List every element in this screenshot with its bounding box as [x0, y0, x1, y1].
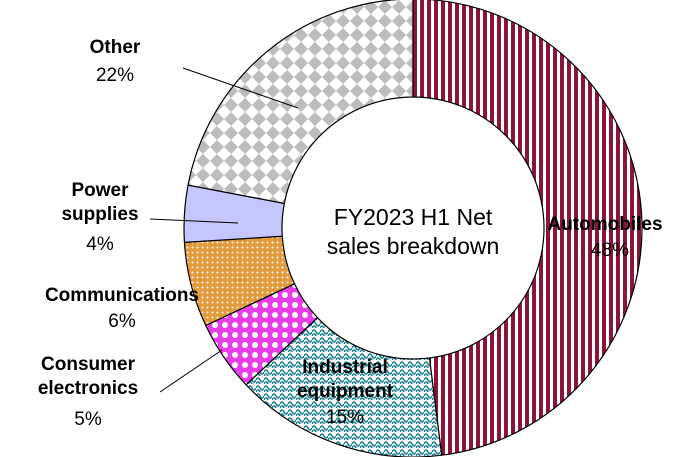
value-label: 22%: [95, 65, 135, 86]
donut-slice: [412, 0, 643, 456]
value-label: 4%: [86, 234, 114, 255]
leader-line: [149, 218, 239, 224]
value-label: 6%: [108, 311, 136, 332]
donut-slice: [187, 0, 414, 205]
value-label: 48%: [590, 240, 630, 261]
category-label: Automobiles: [547, 214, 663, 235]
leader-line: [159, 349, 223, 393]
chart-title: FY2023 H1 Net sales breakdown: [326, 204, 500, 259]
category-label: Consumer electronics: [37, 354, 139, 399]
category-label: Industrial equipment: [296, 357, 394, 402]
value-label: 5%: [74, 409, 102, 430]
category-label: Communications: [44, 285, 200, 306]
category-label: Power supplies: [61, 180, 139, 225]
category-label: Other: [89, 37, 141, 58]
value-label: 15%: [325, 407, 365, 428]
leader-line: [182, 67, 299, 109]
donut-slice: [245, 316, 443, 457]
